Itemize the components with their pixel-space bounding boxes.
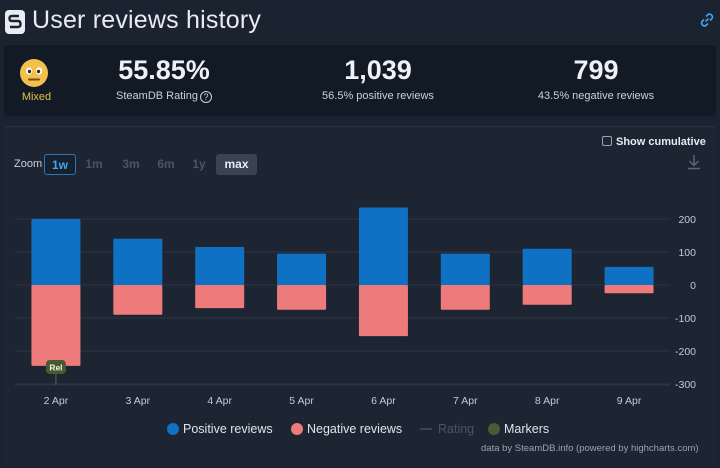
positive-reviews-stat: 1,039 56.5% positive reviews xyxy=(308,55,448,102)
y-tick-label: -100 xyxy=(675,313,696,325)
page-title: User reviews history xyxy=(32,6,262,34)
mixed-face-emoji-icon xyxy=(19,58,49,93)
y-tick-label: 200 xyxy=(678,214,696,226)
negative-bar[interactable] xyxy=(113,285,163,315)
rating-percent: 55.85% xyxy=(118,55,210,85)
steamdb-rating-stat: 55.85% SteamDB Rating? xyxy=(108,55,220,103)
chart-credits[interactable]: data by SteamDB.info (powered by highcha… xyxy=(481,443,699,454)
negative-reviews-stat: 799 43.5% negative reviews xyxy=(526,55,666,102)
zoom-1m-button[interactable]: 1m xyxy=(85,157,103,171)
steamdb-logo-icon[interactable] xyxy=(5,10,25,34)
positive-bar[interactable] xyxy=(31,219,81,285)
y-tick-label: -300 xyxy=(675,379,696,391)
rating-word: Mixed xyxy=(21,91,52,103)
negative-legend-swatch xyxy=(291,423,303,435)
legend-negative-label: Negative reviews xyxy=(307,422,403,436)
negative-bar[interactable] xyxy=(277,285,327,310)
show-cumulative-toggle[interactable]: Show cumulative xyxy=(602,136,706,148)
positive-bar[interactable] xyxy=(522,248,572,285)
y-tick-label: 0 xyxy=(690,280,696,292)
zoom-3m-button[interactable]: 3m xyxy=(122,157,140,171)
rating-label: SteamDB Rating xyxy=(116,90,198,102)
legend-rating[interactable]: Rating xyxy=(420,422,474,436)
negative-bar[interactable] xyxy=(358,285,408,337)
legend-markers[interactable]: Markers xyxy=(488,422,549,436)
legend-markers-label: Markers xyxy=(504,422,550,436)
positive-bar[interactable] xyxy=(195,247,245,285)
positive-bar[interactable] xyxy=(277,253,327,285)
positive-bar[interactable] xyxy=(604,266,654,285)
negative-bar[interactable] xyxy=(195,285,245,309)
help-icon[interactable]: ? xyxy=(199,91,212,103)
x-tick-label: 7 Apr xyxy=(453,395,478,407)
positive-count: 1,039 xyxy=(344,55,412,85)
negative-bar[interactable] xyxy=(440,285,490,310)
legend-rating-label: Rating xyxy=(438,422,475,436)
release-marker-label: Rel xyxy=(49,363,62,373)
x-tick-label: 5 Apr xyxy=(289,395,314,407)
page-header: User reviews history xyxy=(0,0,720,44)
zoom-6m-button[interactable]: 6m xyxy=(157,157,175,171)
positive-label: 56.5% positive reviews xyxy=(322,90,434,102)
negative-label: 43.5% negative reviews xyxy=(537,90,655,102)
markers-legend-swatch xyxy=(488,423,500,435)
zoom-1y-button[interactable]: 1y xyxy=(192,157,206,171)
x-tick-label: 4 Apr xyxy=(207,395,232,407)
positive-legend-swatch xyxy=(167,423,179,435)
positive-bar[interactable] xyxy=(440,253,490,285)
y-tick-label: 100 xyxy=(678,247,696,259)
rating-summary: Mixed 55.85% SteamDB Rating? 1,039 56.5%… xyxy=(4,45,716,116)
download-icon[interactable] xyxy=(686,154,702,175)
y-tick-label: -200 xyxy=(675,346,696,358)
positive-bar[interactable] xyxy=(113,238,163,285)
negative-bar[interactable] xyxy=(522,285,572,305)
negative-count: 799 xyxy=(573,55,619,85)
x-tick-label: 3 Apr xyxy=(126,395,151,407)
legend-positive-label: Positive reviews xyxy=(183,422,273,436)
link-icon[interactable] xyxy=(699,12,715,33)
release-marker[interactable] xyxy=(45,360,66,374)
zoom-1w-button[interactable]: 1w xyxy=(44,154,76,175)
negative-bar[interactable] xyxy=(604,285,654,294)
legend-negative-reviews[interactable]: Negative reviews xyxy=(291,422,402,436)
x-tick-label: 6 Apr xyxy=(371,395,396,407)
x-tick-label: 8 Apr xyxy=(535,395,560,407)
cumulative-label: Show cumulative xyxy=(616,136,706,148)
positive-bar[interactable] xyxy=(358,207,408,285)
rating-legend-swatch xyxy=(420,428,432,430)
cumulative-checkbox[interactable] xyxy=(602,136,612,146)
zoom-label: Zoom xyxy=(14,158,43,170)
x-tick-label: 2 Apr xyxy=(44,395,69,407)
negative-bar[interactable] xyxy=(31,285,81,366)
zoom-max-button[interactable]: max xyxy=(216,154,257,175)
legend-positive-reviews[interactable]: Positive reviews xyxy=(167,422,273,436)
x-tick-label: 9 Apr xyxy=(617,395,642,407)
